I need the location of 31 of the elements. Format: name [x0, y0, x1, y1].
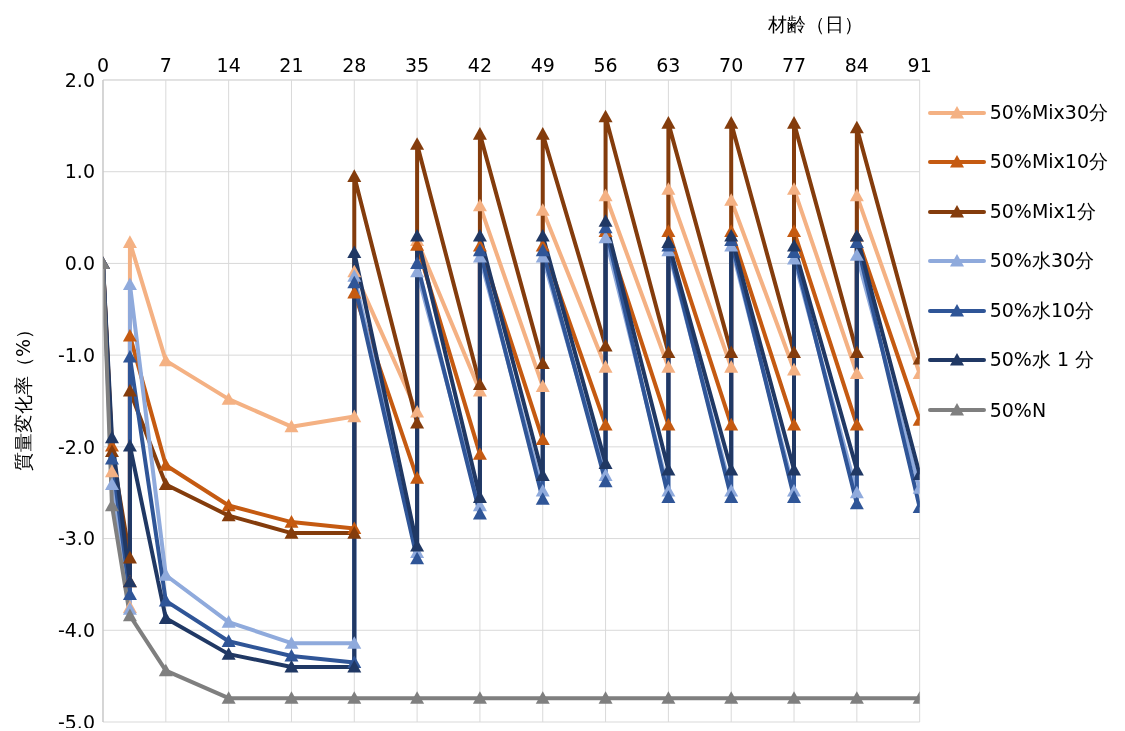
y-tick-label: 2.0 — [64, 68, 95, 91]
x-tick-label: 91 — [907, 54, 932, 76]
x-tick-label: 21 — [279, 54, 304, 76]
x-tick-label: 42 — [467, 54, 493, 76]
y-tick-label: -1.0 — [57, 343, 95, 366]
y-tick-label: -3.0 — [57, 527, 95, 550]
y-tick-label: 0.0 — [64, 252, 95, 275]
x-tick-label: 56 — [593, 54, 618, 76]
x-tick-label: 63 — [656, 54, 681, 76]
x-tick-label: 77 — [781, 54, 807, 76]
x-tick-label: 84 — [844, 54, 869, 76]
x-tick-label: 0 — [96, 54, 110, 76]
x-tick-label: 70 — [719, 54, 744, 76]
legend-label: 50%N — [989, 398, 1047, 421]
x-tick-label: 49 — [530, 54, 555, 76]
y-tick-label: -2.0 — [57, 435, 95, 458]
legend-label: 50%水 1 分 — [989, 347, 1095, 373]
legend-label: 50%水10分 — [989, 297, 1095, 323]
legend-label: 50%Mix1分 — [989, 198, 1096, 224]
x-tick-label: 35 — [405, 54, 430, 76]
legend-label: 50%Mix10分 — [989, 149, 1108, 175]
x-tick-label: 28 — [342, 54, 367, 76]
x-tick-label: 7 — [159, 54, 172, 76]
y-tick-label: -4.0 — [57, 619, 95, 642]
legend-label: 50%水30分 — [989, 248, 1095, 274]
y-axis-title: 質量変化率（%） — [11, 319, 34, 471]
y-tick-label: 1.0 — [64, 160, 95, 183]
y-tick-label: -5.0 — [57, 710, 95, 731]
x-axis-title: 材齢（日） — [768, 12, 863, 37]
x-tick-label: 14 — [216, 54, 241, 76]
legend-label: 50%Mix30分 — [989, 99, 1108, 125]
